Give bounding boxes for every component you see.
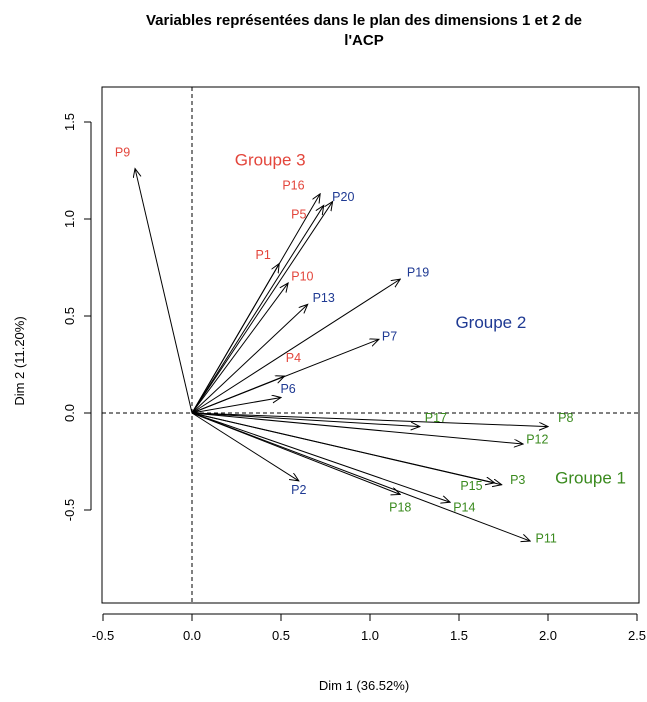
- label-p1: P1: [256, 248, 271, 262]
- label-p3: P3: [510, 473, 525, 487]
- x-tick-label: 2.5: [628, 628, 646, 643]
- label-p4: P4: [286, 351, 301, 365]
- arrow-p19: [191, 279, 400, 414]
- label-p20: P20: [332, 190, 354, 204]
- label-p16: P16: [282, 178, 304, 192]
- label-p19: P19: [407, 266, 429, 280]
- label-p5: P5: [291, 207, 306, 221]
- group-label-3: Groupe 3: [235, 150, 306, 169]
- x-tick-label: 2.0: [539, 628, 557, 643]
- group-label-1: Groupe 1: [555, 468, 626, 487]
- x-axis-title: Dim 1 (36.52%): [319, 678, 409, 693]
- label-p10: P10: [291, 269, 313, 283]
- arrow-p5: [191, 205, 324, 414]
- label-p8: P8: [558, 411, 573, 425]
- variable-arrows: [135, 169, 548, 541]
- arrow-p15: [191, 412, 495, 483]
- y-tick-label: 0.0: [62, 404, 77, 422]
- plot-frame: [101, 86, 640, 604]
- label-p7: P7: [382, 330, 397, 344]
- arrow-p14: [191, 412, 450, 502]
- label-p18: P18: [389, 500, 411, 514]
- y-axis-title: Dim 2 (11.20%): [12, 316, 27, 405]
- group-labels: Groupe 1 Groupe 2 Groupe 3: [235, 150, 626, 487]
- arrow-p1: [191, 264, 279, 414]
- x-tick-label: 0.0: [183, 628, 201, 643]
- variable-labels: P9 P16 P5 P1 P10 P4 P20 P19 P13 P7 P6 P2 P17 P8 P12 P3 P…: [115, 145, 574, 545]
- chart-title-line-2: l'ACP: [344, 32, 383, 49]
- group-label-2: Groupe 2: [455, 313, 526, 332]
- y-tick-label: 1.5: [62, 113, 77, 131]
- label-p11: P11: [536, 531, 557, 545]
- arrow-p20: [191, 202, 333, 414]
- y-tick-label: 0.5: [62, 307, 77, 325]
- y-tick-label: 1.0: [62, 210, 77, 228]
- x-tick-label: 1.0: [361, 628, 379, 643]
- x-tick-label: -0.5: [92, 628, 114, 643]
- arrow-p12: [191, 412, 523, 444]
- reference-lines: [102, 87, 639, 603]
- arrow-p7: [191, 339, 379, 414]
- label-p6: P6: [280, 382, 295, 396]
- arrow-p8: [191, 412, 548, 427]
- label-p14: P14: [453, 500, 475, 514]
- label-p13: P13: [313, 291, 335, 305]
- x-tick-label: 0.5: [272, 628, 290, 643]
- arrow-p2: [191, 412, 299, 481]
- label-p2: P2: [291, 483, 306, 497]
- label-p12: P12: [526, 432, 548, 446]
- arrow-p9: [135, 169, 193, 414]
- label-p15: P15: [460, 479, 482, 493]
- y-axis: -0.5 0.0 0.5 1.0 1.5: [62, 113, 92, 521]
- label-p17: P17: [425, 411, 447, 425]
- arrow-p17: [191, 412, 420, 427]
- label-p9: P9: [115, 145, 130, 159]
- arrow-p10: [191, 283, 288, 414]
- arrow-p6: [191, 397, 281, 414]
- chart-title-line-1: Variables représentées dans le plan des …: [146, 12, 582, 29]
- y-tick-label: -0.5: [62, 499, 77, 521]
- x-axis: -0.5 0.0 0.5 1.0 1.5 2.0 2.5: [92, 613, 646, 643]
- x-tick-label: 1.5: [450, 628, 468, 643]
- arrow-p11: [191, 412, 530, 541]
- arrow-p13: [191, 304, 308, 414]
